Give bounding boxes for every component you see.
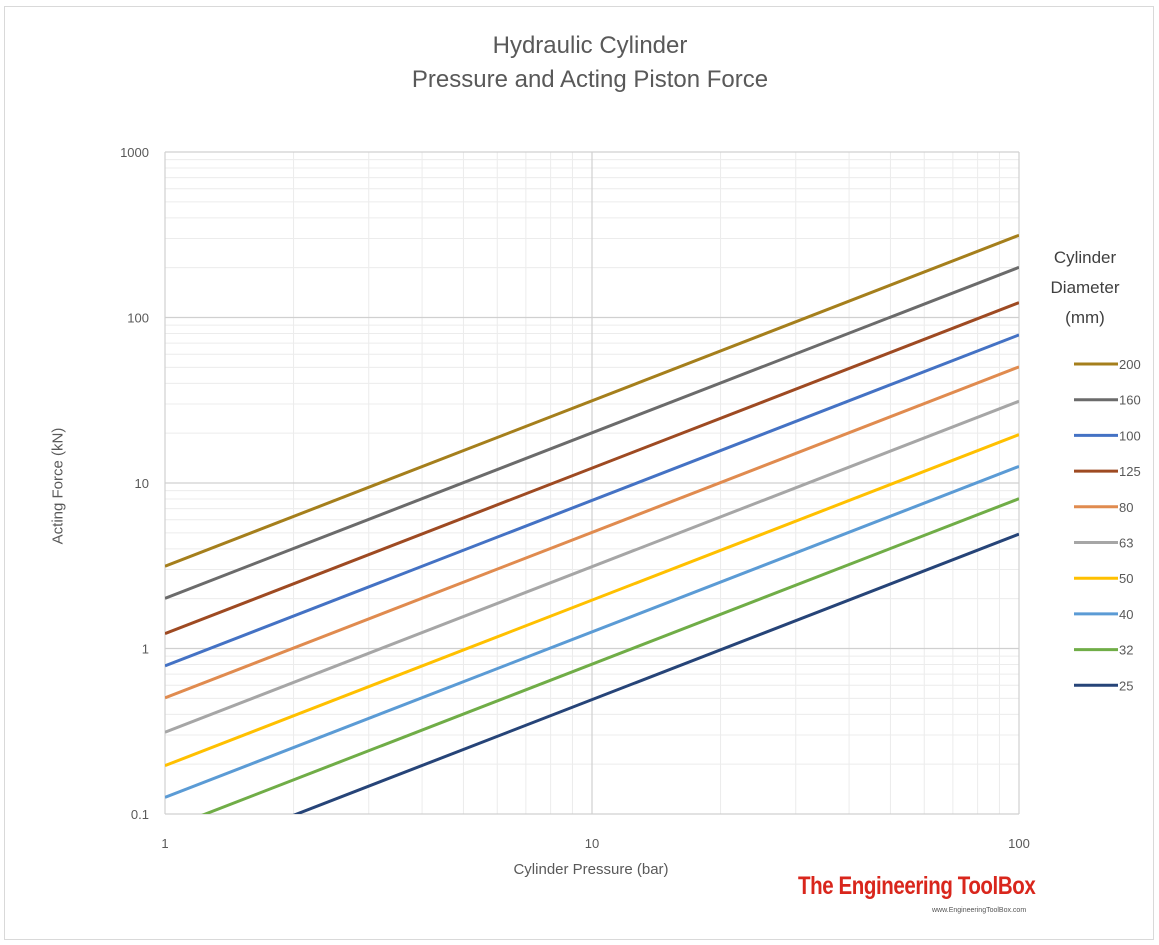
- legend-label-80: 80: [1119, 500, 1133, 515]
- legend-title-line: Diameter: [1050, 278, 1120, 297]
- legend-label-200: 200: [1119, 357, 1141, 372]
- series-line-25: [292, 532, 1019, 814]
- legend-title-line: (mm): [1065, 308, 1105, 327]
- x-tick-label: 10: [585, 836, 599, 851]
- legend-label-100: 100: [1119, 428, 1141, 443]
- chart-subtitle: Pressure and Acting Piston Force: [411, 66, 769, 93]
- y-tick-label: 10: [135, 476, 149, 491]
- series-line-200: [165, 233, 1019, 568]
- chart-title: Hydraulic Cylinder: [492, 32, 688, 59]
- x-axis-label: Cylinder Pressure (bar): [513, 861, 669, 878]
- series-line-50: [165, 433, 1019, 768]
- legend-title: Cylinder Diameter (mm): [1030, 243, 1140, 333]
- y-tick-label: 1: [142, 642, 149, 657]
- legend-label-50: 50: [1119, 571, 1133, 586]
- legend-label-63: 63: [1119, 536, 1133, 551]
- x-tick-label: 100: [1008, 836, 1030, 851]
- series-line-40: [165, 464, 1019, 799]
- brand-url[interactable]: www.EngineeringToolBox.com: [932, 907, 1027, 914]
- series-line-125: [165, 301, 1019, 636]
- brand-logo[interactable]: The Engineering ToolBox: [798, 872, 1036, 900]
- x-tick-label: 1: [161, 836, 168, 851]
- y-tick-label: 0.1: [131, 807, 149, 822]
- legend-title-line: Cylinder: [1053, 248, 1117, 267]
- legend-label-25: 25: [1119, 678, 1133, 693]
- y-tick-label: 1000: [120, 145, 149, 160]
- y-tick-label: 100: [127, 311, 149, 326]
- legend-label-160: 160: [1119, 393, 1141, 408]
- series-line-160: [165, 265, 1019, 600]
- series-line-32: [201, 497, 1019, 814]
- series-line-100: [165, 333, 1019, 668]
- legend-label-40: 40: [1119, 607, 1133, 622]
- series-line-63: [165, 399, 1019, 734]
- legend-label-125: 125: [1119, 464, 1141, 479]
- y-axis-label: Acting Force (kN): [49, 427, 67, 545]
- series-line-80: [165, 365, 1019, 700]
- legend-label-32: 32: [1119, 643, 1133, 658]
